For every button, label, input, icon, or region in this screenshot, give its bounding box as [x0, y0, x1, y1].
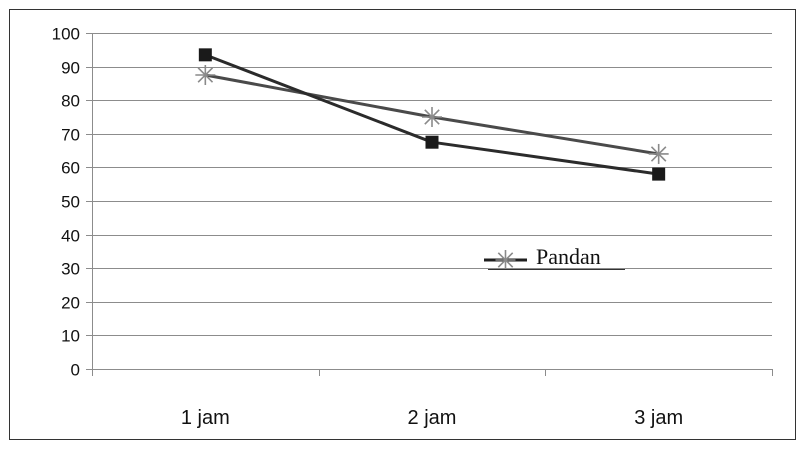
legend-star-marker	[495, 250, 516, 270]
y-tick-label: 70	[61, 126, 80, 145]
legend-label: Pandan	[536, 244, 601, 269]
data-point-square	[652, 167, 666, 181]
y-tick-label: 90	[61, 59, 80, 78]
y-tick-label: 10	[61, 327, 80, 346]
y-tick-label: 30	[61, 260, 80, 279]
data-point-square	[425, 135, 439, 149]
y-tick-label: 0	[71, 361, 80, 380]
data-point-square	[198, 48, 212, 62]
y-tick-label: 20	[61, 294, 80, 313]
x-tick-label: 3 jam	[634, 407, 683, 429]
x-tick-label: 2 jam	[408, 407, 457, 429]
data-point-star	[195, 65, 216, 85]
y-tick-label: 50	[61, 193, 80, 212]
y-tick-label: 100	[52, 25, 80, 44]
y-tick-label: 40	[61, 227, 80, 246]
y-tick-label: 80	[61, 92, 80, 111]
y-tick-label: 60	[61, 159, 80, 178]
data-point-star	[648, 143, 669, 164]
chart-border	[9, 9, 796, 440]
x-tick-label: 1 jam	[181, 407, 230, 429]
data-point-star	[422, 107, 442, 127]
